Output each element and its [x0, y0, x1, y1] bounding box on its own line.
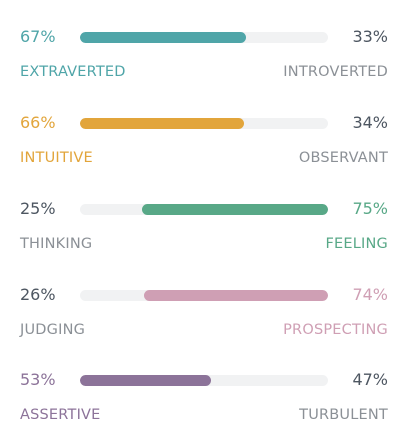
left-percent: 66% [20, 113, 56, 132]
right-percent: 33% [352, 27, 388, 46]
trait-bar-fill [144, 290, 328, 301]
right-label: TURBULENT [299, 407, 388, 423]
left-percent: 67% [20, 27, 56, 46]
left-percent: 26% [20, 285, 56, 304]
right-percent: 34% [352, 113, 388, 132]
right-label: INTROVERTED [283, 64, 388, 80]
trait-row-tactics: 26% 74% JUDGING PROSPECTING [20, 284, 388, 344]
trait-bar [80, 32, 328, 43]
left-label: THINKING [20, 236, 93, 252]
trait-bar [80, 204, 328, 215]
right-percent: 74% [352, 285, 388, 304]
left-label: JUDGING [20, 322, 86, 338]
trait-bar [80, 375, 328, 386]
trait-row-energy: 67% 33% EXTRAVERTED INTROVERTED [20, 26, 388, 86]
trait-row-nature: 25% 75% THINKING FEELING [20, 198, 388, 258]
right-label: FEELING [325, 236, 388, 252]
trait-bar [80, 118, 328, 129]
trait-bar [80, 290, 328, 301]
right-percent: 47% [352, 370, 388, 389]
trait-bar-fill [142, 204, 328, 215]
right-label: PROSPECTING [283, 322, 388, 338]
left-percent: 53% [20, 370, 56, 389]
trait-bar-fill [80, 375, 212, 386]
left-percent: 25% [20, 199, 56, 218]
right-label: OBSERVANT [298, 150, 388, 166]
trait-row-identity: 53% 47% ASSERTIVE TURBULENT [20, 369, 388, 429]
right-percent: 75% [352, 199, 388, 218]
trait-row-mind: 66% 34% INTUITIVE OBSERVANT [20, 112, 388, 172]
left-label: EXTRAVERTED [20, 64, 126, 80]
left-label: INTUITIVE [20, 150, 93, 166]
left-label: ASSERTIVE [20, 407, 101, 423]
trait-bar-fill [80, 118, 244, 129]
trait-bar-fill [80, 32, 247, 43]
